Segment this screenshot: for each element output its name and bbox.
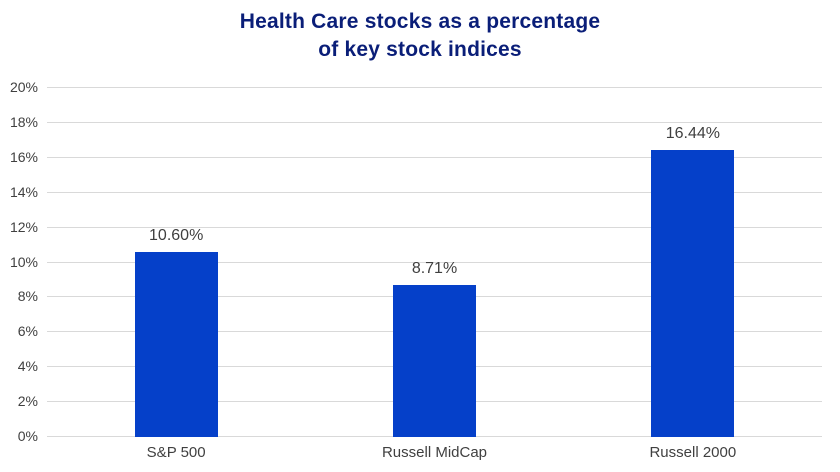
y-tick-label: 14% bbox=[9, 183, 38, 200]
x-tick-label: Russell 2000 bbox=[649, 444, 737, 461]
y-tick-label: 8% bbox=[17, 288, 38, 305]
y-tick-label: 16% bbox=[9, 148, 38, 165]
gridline bbox=[47, 226, 822, 228]
x-tick-label: Russell MidCap bbox=[381, 444, 488, 461]
bar-russell-2000 bbox=[651, 150, 735, 437]
gridline bbox=[47, 121, 822, 123]
gridline bbox=[47, 191, 822, 193]
gridline bbox=[47, 261, 822, 263]
y-tick-label: 2% bbox=[17, 393, 38, 410]
bar-russell-midcap bbox=[393, 285, 476, 437]
bar-value-label: 16.44% bbox=[665, 125, 720, 143]
y-tick-label: 20% bbox=[9, 79, 38, 95]
gridline bbox=[47, 87, 822, 88]
y-tick-label: 4% bbox=[17, 358, 38, 375]
y-tick-label: 6% bbox=[17, 323, 38, 340]
chart-title: Health Care stocks as a percentage of ke… bbox=[0, 8, 840, 64]
x-tick-label: S&P 500 bbox=[146, 444, 206, 461]
plot-area: 10.60% 8.71% 16.44% bbox=[47, 87, 822, 437]
gridline bbox=[47, 156, 822, 158]
chart-title-line1: Health Care stocks as a percentage bbox=[239, 10, 601, 33]
chart-title-line2: of key stock indices bbox=[318, 38, 522, 61]
x-axis: S&P 500 Russell MidCap Russell 2000 bbox=[47, 444, 822, 466]
y-tick-label: 10% bbox=[9, 253, 38, 270]
bar-value-label: 10.60% bbox=[149, 227, 204, 245]
y-tick-label: 18% bbox=[9, 113, 38, 130]
bar-s-p-500 bbox=[134, 252, 218, 437]
y-axis: 0% 2% 4% 6% 8% 10% 12% 14% 16% 18% 20% bbox=[0, 79, 38, 444]
bar-value-label: 8.71% bbox=[411, 260, 458, 278]
y-tick-label: 0% bbox=[17, 428, 38, 444]
y-tick-label: 12% bbox=[9, 218, 38, 235]
